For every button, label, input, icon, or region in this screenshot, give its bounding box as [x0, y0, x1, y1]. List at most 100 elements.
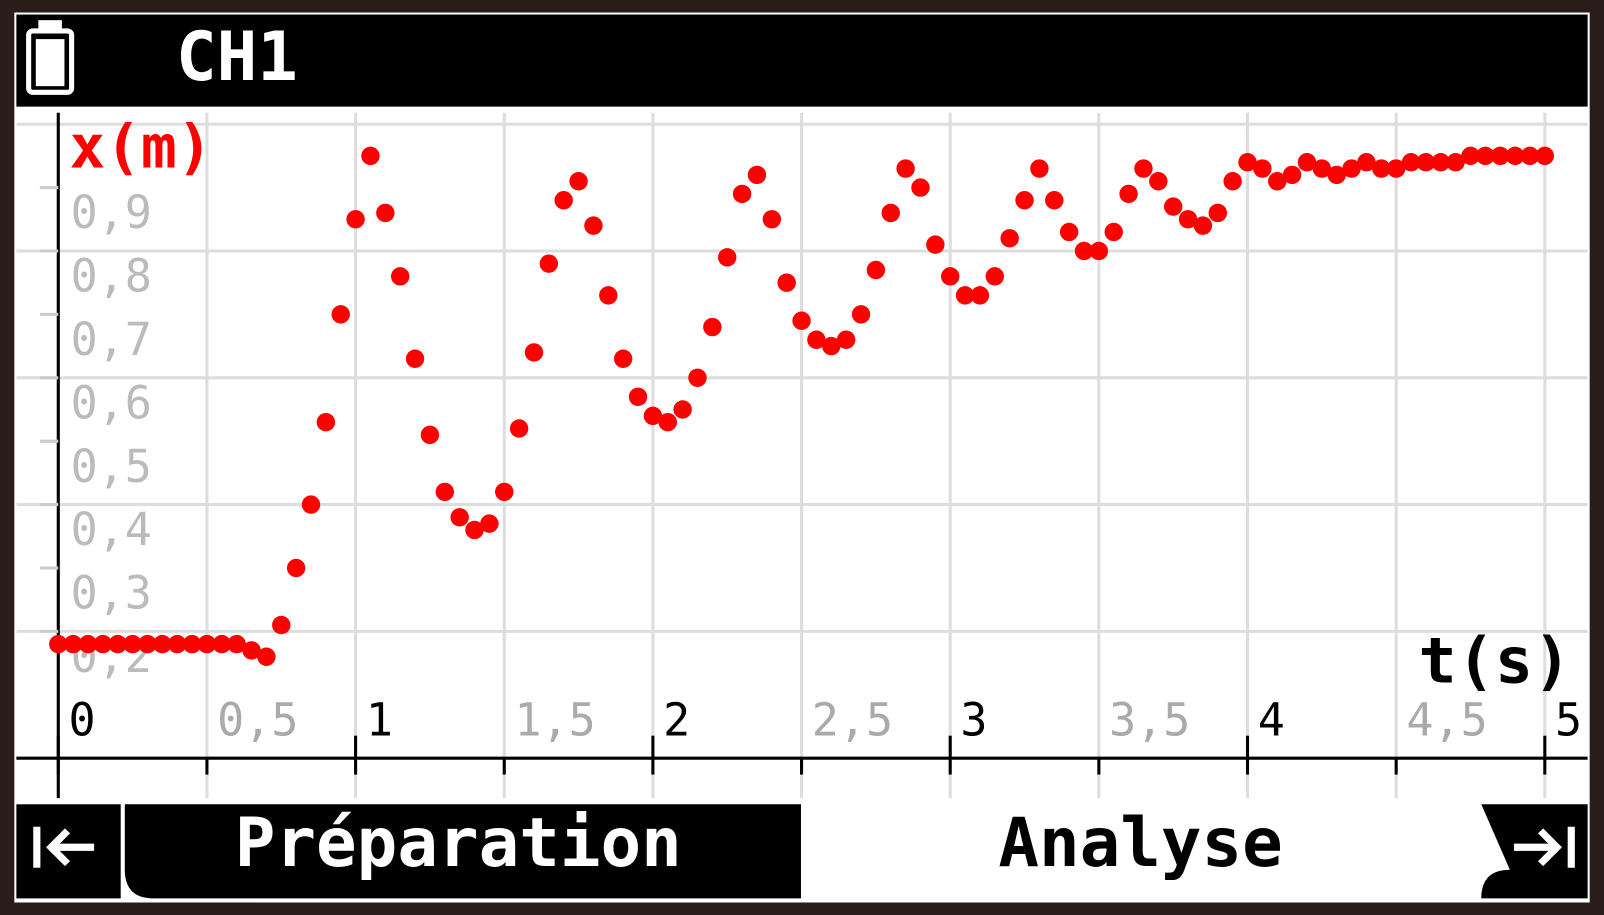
- data-point: [688, 368, 707, 387]
- data-point: [584, 216, 603, 235]
- data-point: [866, 260, 886, 280]
- y-axis-label: x(m): [70, 113, 213, 182]
- y-tick-label: 0,7: [71, 313, 152, 366]
- data-point: [1268, 172, 1287, 191]
- x-tick-label: 1,5: [514, 693, 595, 746]
- data-point: [316, 412, 336, 432]
- data-point: [123, 634, 142, 654]
- data-point: [1134, 159, 1153, 178]
- data-point: [1104, 222, 1123, 242]
- data-point: [1431, 153, 1450, 172]
- data-point: [1505, 146, 1525, 166]
- data-point: [926, 235, 945, 254]
- data-point: [1223, 172, 1242, 191]
- data-point: [480, 514, 499, 533]
- data-point: [718, 248, 737, 267]
- data-point: [1476, 146, 1495, 166]
- data-point: [390, 267, 410, 286]
- data-point: [1461, 146, 1480, 166]
- y-tick-label: 0,8: [71, 250, 152, 303]
- header-bar: [16, 14, 1588, 107]
- data-point: [495, 482, 514, 502]
- data-point: [168, 634, 187, 654]
- data-point: [1253, 159, 1272, 178]
- data-point: [108, 634, 127, 654]
- data-point: [1372, 159, 1391, 178]
- data-point: [242, 641, 261, 660]
- data-point: [1312, 159, 1332, 178]
- x-tick-label: 0: [69, 693, 96, 746]
- y-tick-label: 0,5: [71, 440, 152, 493]
- data-point: [658, 412, 677, 432]
- data-point: [970, 286, 990, 305]
- x-tick-label: 5: [1555, 693, 1582, 746]
- data-point: [509, 419, 529, 438]
- data-point: [836, 330, 856, 349]
- data-point: [569, 172, 588, 191]
- data-point: [881, 203, 900, 223]
- first-icon: [33, 826, 95, 868]
- first-button[interactable]: [16, 804, 121, 899]
- data-point: [524, 343, 544, 362]
- data-point: [1297, 153, 1317, 172]
- data-point: [599, 286, 618, 305]
- data-point: [450, 508, 469, 527]
- x-tick-label: 3,5: [1109, 693, 1190, 746]
- data-point: [197, 634, 217, 654]
- data-point: [955, 286, 975, 305]
- data-point: [703, 317, 722, 337]
- data-point: [1520, 146, 1540, 166]
- y-tick-label: 0,4: [71, 503, 152, 556]
- channel-title: CH1: [176, 17, 298, 96]
- data-point: [673, 400, 692, 419]
- data-point: [93, 634, 113, 654]
- data-point: [331, 305, 350, 324]
- data-point: [1059, 222, 1079, 242]
- x-tick-label: 2,5: [812, 693, 893, 746]
- data-point: [1238, 153, 1257, 172]
- data-point: [911, 178, 930, 197]
- y-tick-label: 0,3: [71, 567, 152, 620]
- data-point: [465, 520, 484, 540]
- last-icon: [1513, 826, 1575, 868]
- x-tick-label: 0,5: [217, 693, 298, 746]
- data-point: [554, 191, 573, 210]
- data-point: [1119, 184, 1138, 204]
- data-point: [1446, 153, 1465, 172]
- data-point: [762, 210, 782, 229]
- data-point: [1178, 210, 1198, 229]
- x-tick-label: 2: [663, 693, 690, 746]
- data-point: [1357, 153, 1376, 172]
- data-point: [138, 634, 157, 654]
- data-point: [63, 634, 83, 654]
- data-point: [1149, 172, 1168, 191]
- data-point: [539, 254, 559, 273]
- x-tick-label: 1: [366, 693, 393, 746]
- data-point: [1074, 241, 1094, 261]
- data-point: [1416, 153, 1436, 172]
- data-point: [1045, 191, 1064, 210]
- tab-label[interactable]: Analyse: [998, 803, 1282, 882]
- tab-preparation[interactable]: [124, 804, 801, 899]
- data-point: [732, 184, 752, 204]
- data-point: [420, 425, 440, 445]
- data-point: [405, 349, 425, 368]
- data-point: [301, 495, 321, 514]
- data-point: [153, 634, 172, 654]
- data-point: [985, 267, 1005, 286]
- data-point: [1535, 146, 1555, 166]
- data-point: [807, 330, 826, 349]
- data-point: [792, 311, 811, 330]
- data-point: [1491, 146, 1510, 166]
- data-point: [1089, 241, 1109, 261]
- data-point: [1163, 197, 1183, 216]
- y-tick-label: 0,9: [71, 186, 152, 239]
- tab-label[interactable]: Préparation: [235, 803, 682, 882]
- x-tick-label: 3: [960, 693, 987, 746]
- data-point: [227, 634, 246, 654]
- battery-icon: [26, 20, 75, 95]
- data-point: [257, 647, 276, 666]
- data-point: [1208, 203, 1227, 223]
- last-button[interactable]: [1481, 804, 1588, 899]
